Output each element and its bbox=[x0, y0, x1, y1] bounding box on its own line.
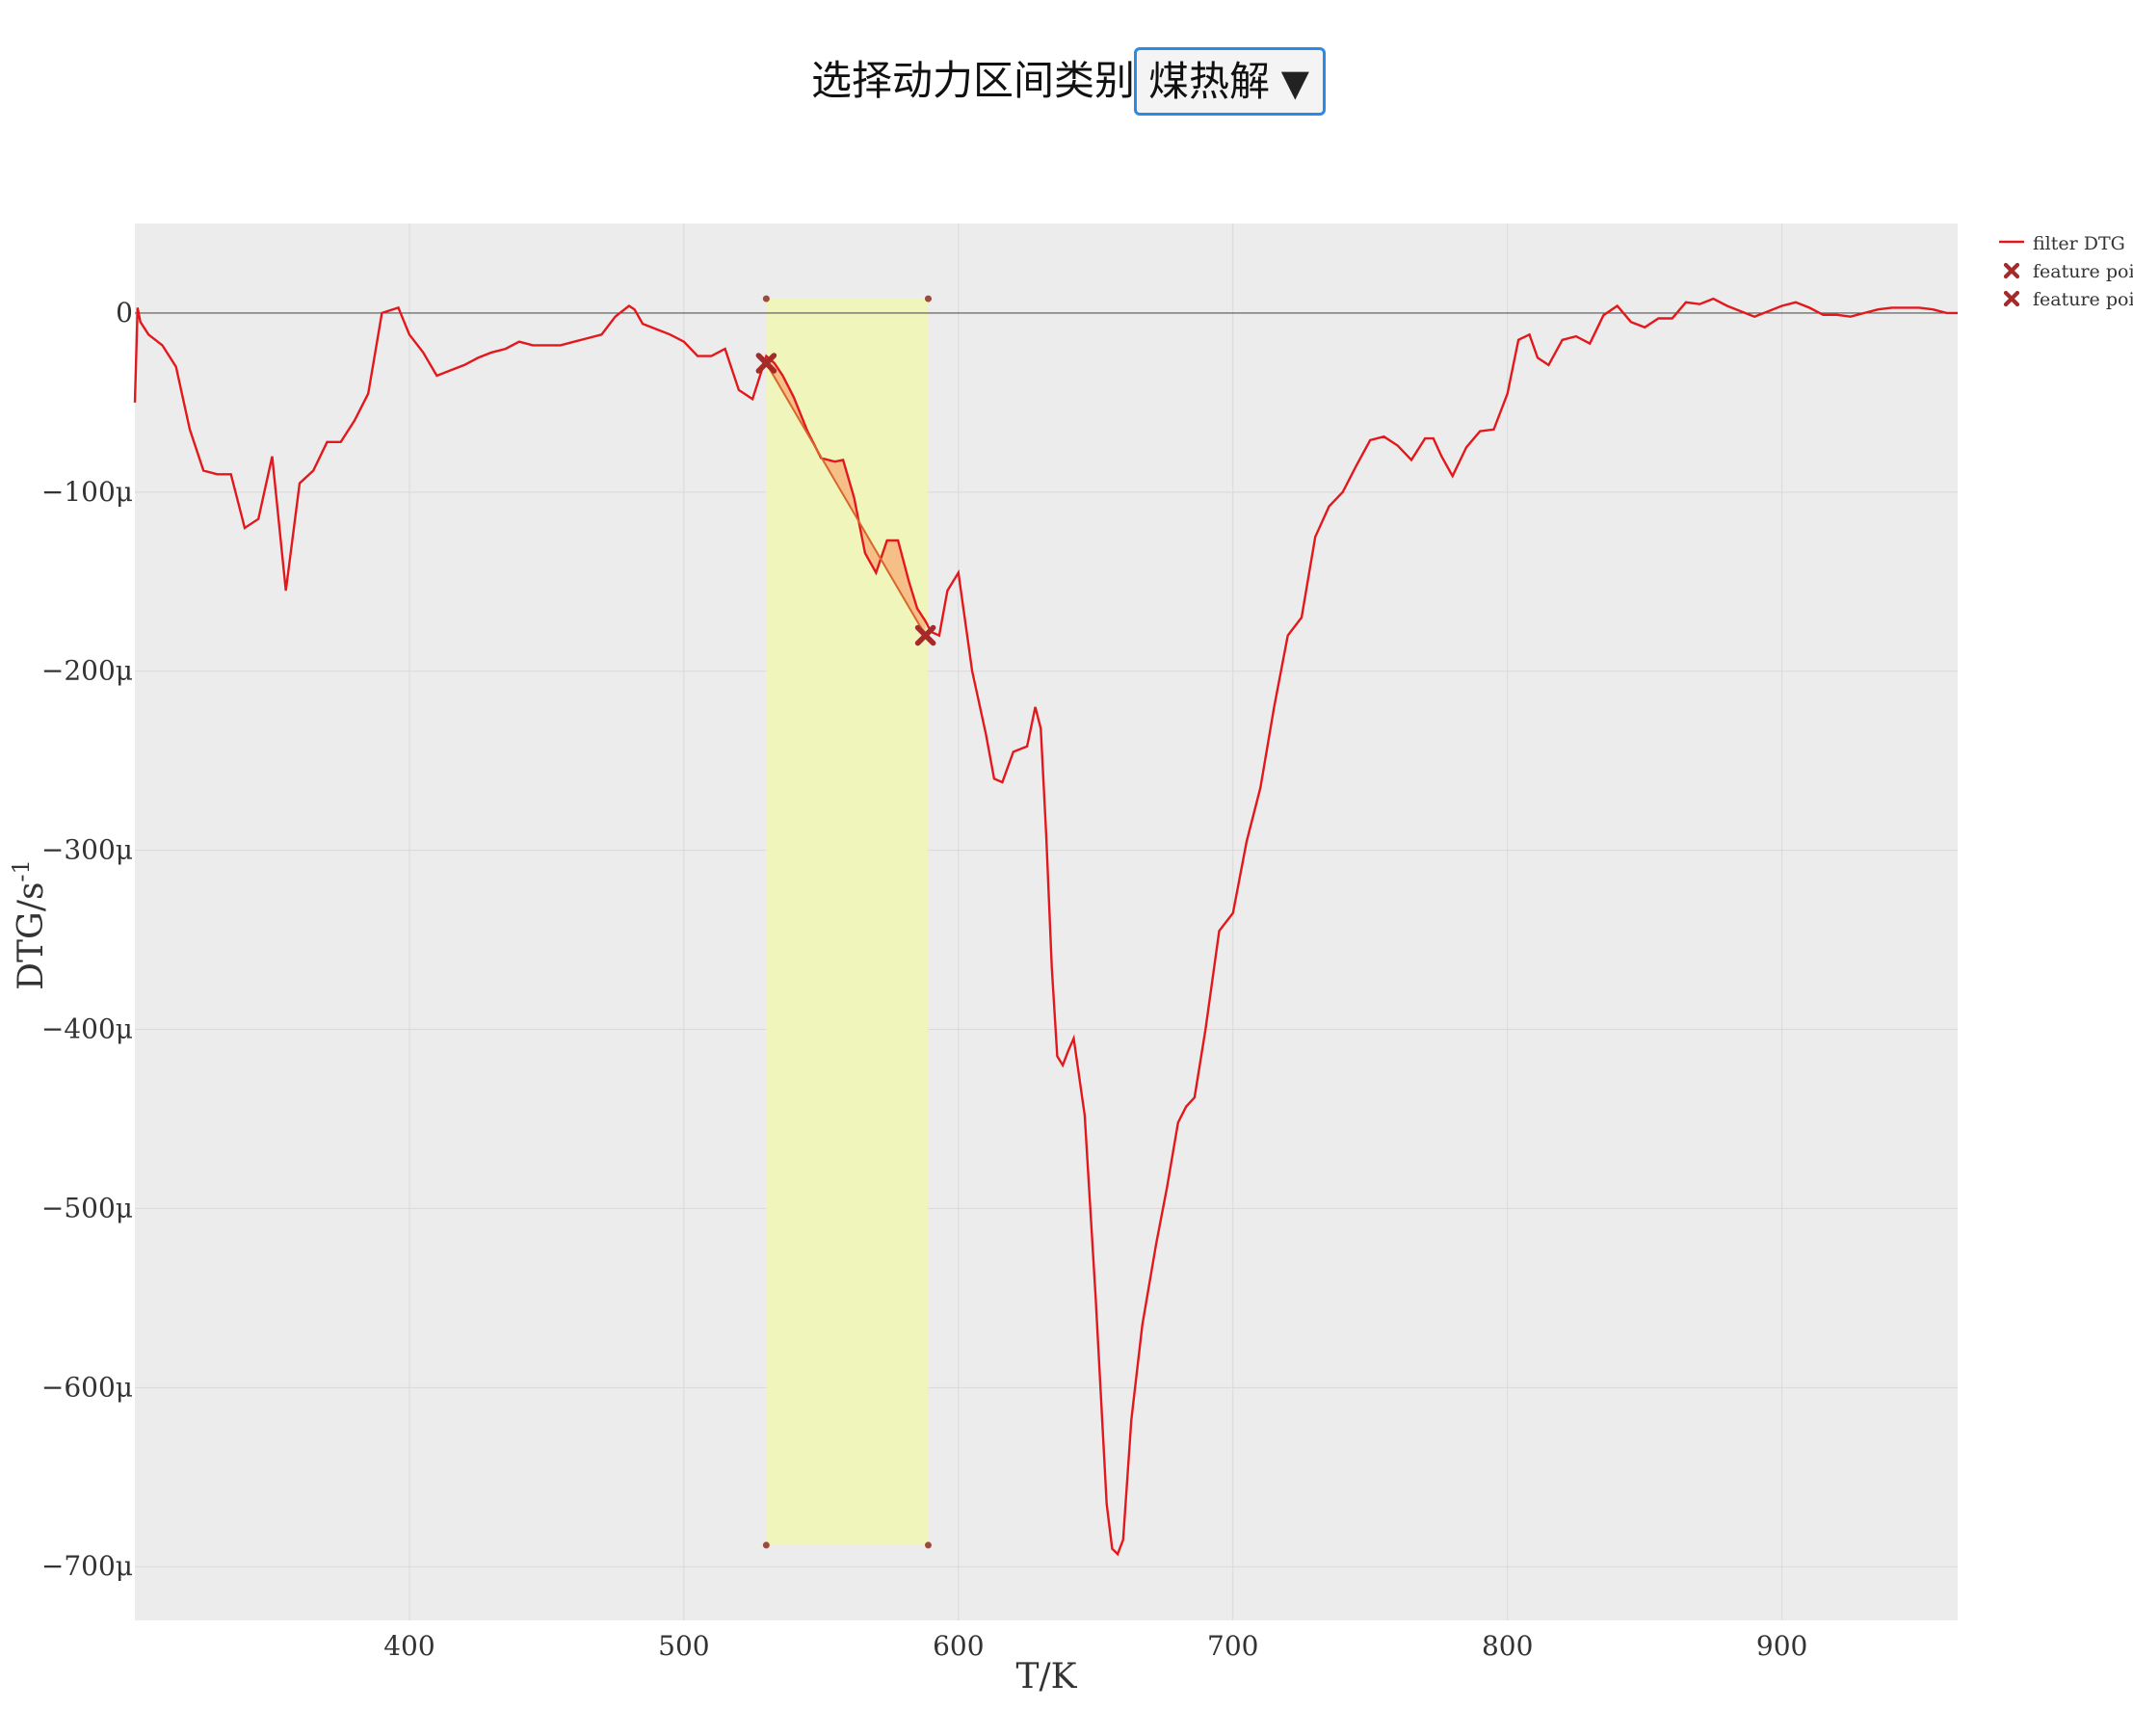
x-tick-label: 500 bbox=[658, 1630, 709, 1662]
x-axis-ticks: 400 500 600 700 800 900 bbox=[383, 1630, 1807, 1662]
feature-point-marker bbox=[914, 624, 936, 646]
y-axis-label-base: DTG/s bbox=[12, 882, 51, 990]
feature-point-marker bbox=[755, 353, 777, 374]
interval-selector: 选择动力区间类别: 煤热解 ▼ bbox=[0, 0, 2133, 164]
selector-label: 选择动力区间类别: bbox=[811, 57, 1149, 104]
selected-interval-band bbox=[762, 295, 932, 1549]
legend-x-icon bbox=[2003, 290, 2020, 307]
feature-points bbox=[755, 353, 936, 646]
filter-dtg-line bbox=[133, 297, 1958, 1557]
x-tick-label: 700 bbox=[1207, 1630, 1258, 1662]
interval-type-dropdown[interactable]: 煤热解 ▼ bbox=[1134, 47, 1326, 116]
plot-area bbox=[135, 224, 1958, 1620]
y-axis-label: DTG/s-1 bbox=[8, 859, 51, 990]
y-tick-label: 0 bbox=[116, 297, 133, 329]
y-axis-ticks: 0 −100μ −200μ −300μ −400μ −500μ −600μ −700μ bbox=[41, 297, 133, 1582]
x-axis-label: T/K bbox=[1015, 1657, 1077, 1697]
x-stroke bbox=[914, 624, 936, 646]
legend-label-feature-point-2: feature point bbox=[2033, 289, 2133, 310]
y-tick-label: −500μ bbox=[41, 1192, 133, 1223]
band-corner-handle bbox=[762, 1541, 770, 1549]
legend-marker bbox=[2003, 290, 2020, 307]
legend-marker bbox=[2003, 262, 2020, 279]
x-tick-label: 600 bbox=[933, 1630, 984, 1662]
x-tick-label: 800 bbox=[1482, 1630, 1533, 1662]
y-tick-label: −600μ bbox=[41, 1371, 133, 1403]
feature-chord-line bbox=[765, 362, 927, 637]
interval-band-rect bbox=[766, 299, 929, 1545]
y-tick-label: −700μ bbox=[41, 1550, 133, 1582]
x-tick-label: 400 bbox=[383, 1630, 434, 1662]
band-corner-handle bbox=[924, 295, 932, 302]
x-stroke bbox=[2003, 262, 2020, 279]
legend: filter DTG feature point feature point bbox=[1999, 233, 2133, 310]
legend-x-icon bbox=[2003, 262, 2020, 279]
band-corner-handle bbox=[924, 1541, 932, 1549]
dropdown-arrow-icon: ▼ bbox=[1280, 62, 1309, 104]
dropdown-selected-value: 煤热解 bbox=[1148, 58, 1271, 105]
band-corner-handle bbox=[762, 295, 770, 302]
y-tick-label: −400μ bbox=[41, 1013, 133, 1045]
legend-label-filter-dtg: filter DTG bbox=[2033, 233, 2125, 254]
y-tick-label: −200μ bbox=[41, 655, 133, 687]
y-axis-label-exponent: -1 bbox=[8, 859, 35, 881]
x-stroke bbox=[2003, 290, 2020, 307]
y-tick-label: −300μ bbox=[41, 834, 133, 866]
x-stroke bbox=[755, 353, 777, 374]
y-tick-label: −100μ bbox=[41, 476, 133, 508]
legend-label-feature-point-1: feature point bbox=[2033, 261, 2133, 282]
x-tick-label: 900 bbox=[1756, 1630, 1807, 1662]
